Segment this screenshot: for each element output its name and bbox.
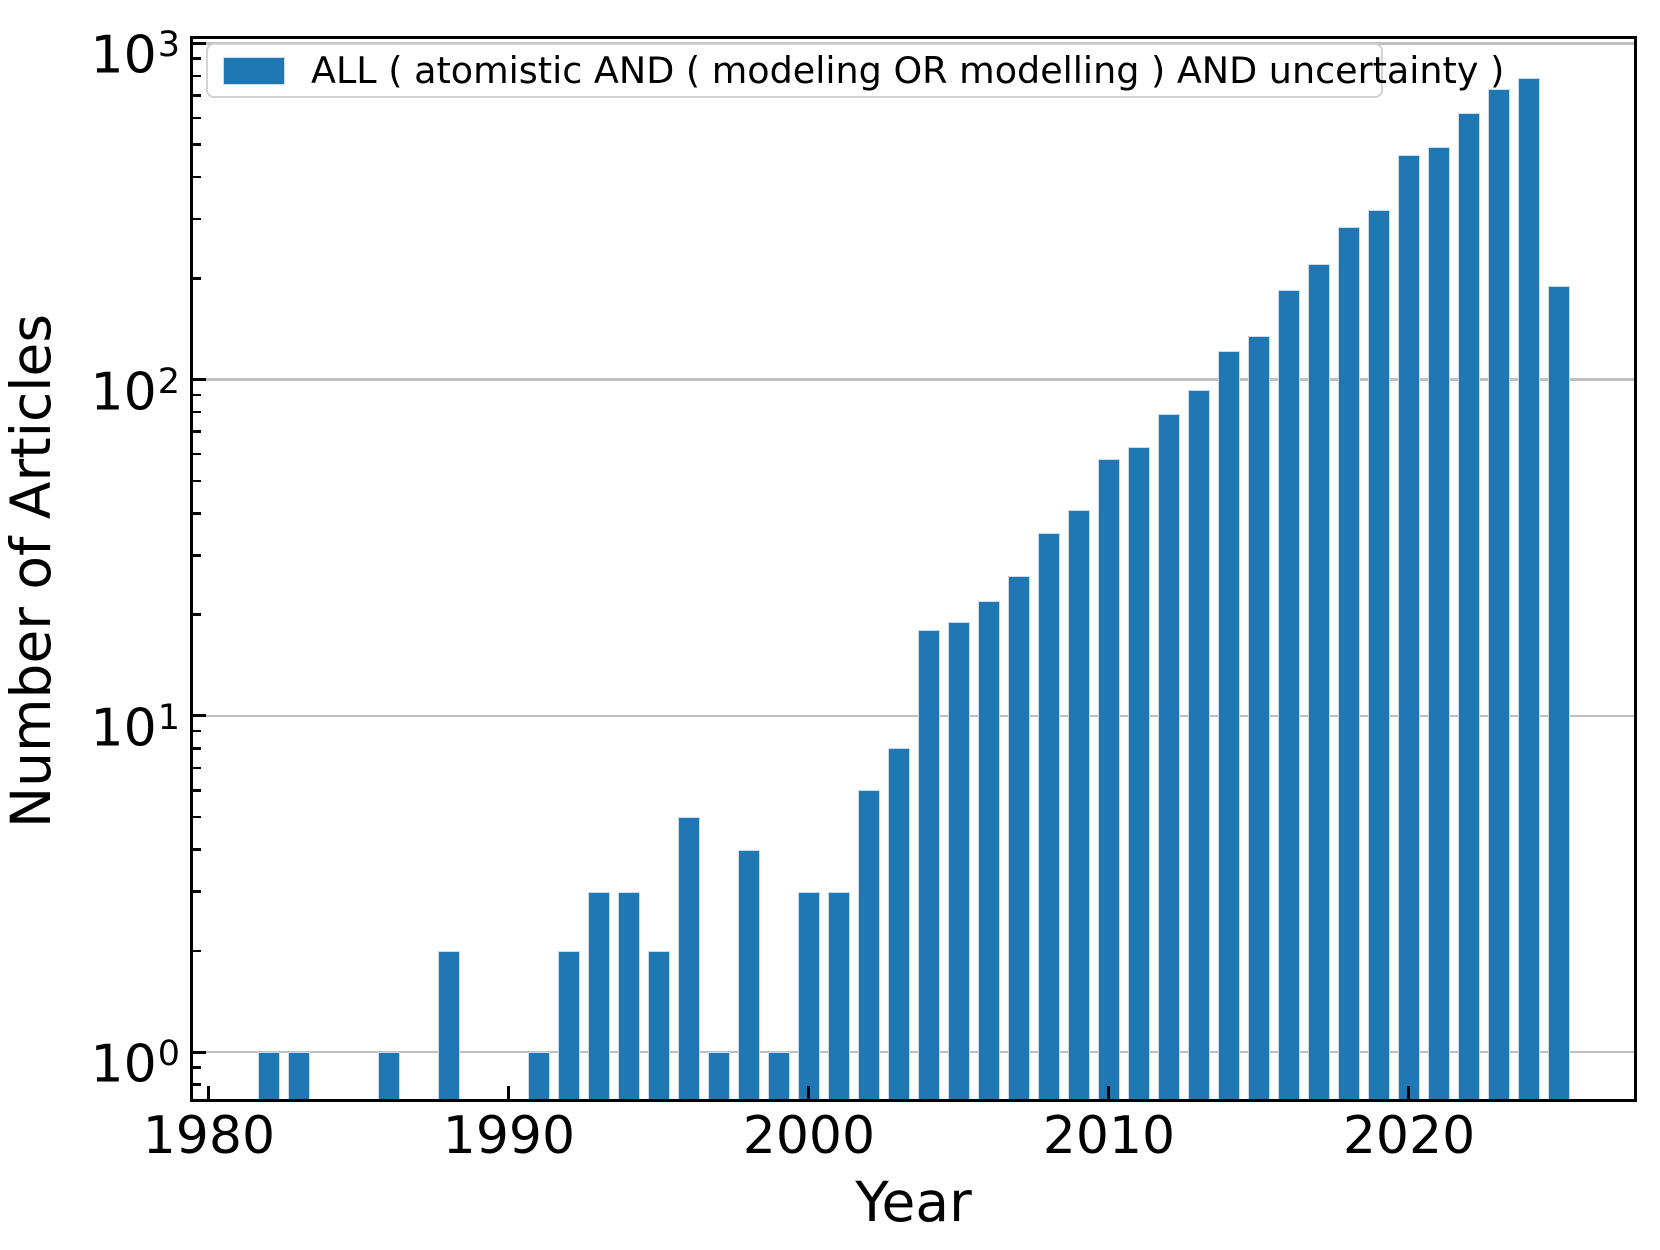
x-tick-label: 1980	[142, 1106, 276, 1166]
y-minor-tick	[193, 175, 201, 179]
bar-2013	[1187, 390, 1211, 1099]
y-minor-tick	[193, 74, 201, 78]
y-tick-exponent: 1	[157, 697, 180, 738]
bar-1996	[677, 817, 701, 1099]
y-minor-tick	[193, 512, 201, 515]
plot-area	[190, 36, 1637, 1102]
bar-2025	[1547, 285, 1571, 1099]
bar-1998	[737, 849, 761, 1099]
bar-1982	[257, 1052, 281, 1099]
bar-2021	[1427, 147, 1451, 1099]
bar-2007	[1007, 576, 1031, 1099]
bar-2006	[977, 600, 1001, 1099]
bar-2018	[1337, 226, 1361, 1099]
y-minor-tick	[193, 766, 201, 770]
y-minor-tick	[193, 217, 201, 221]
bar-2004	[917, 629, 941, 1099]
bar-1997	[707, 1052, 731, 1099]
bar-2000	[797, 891, 821, 1099]
bar-1992	[557, 950, 581, 1099]
y-minor-tick	[193, 57, 201, 60]
bar-1993	[587, 891, 611, 1099]
bar-2001	[827, 891, 851, 1099]
y-minor-tick	[193, 410, 201, 414]
legend-box: ALL ( atomistic AND ( modeling OR modell…	[206, 43, 1504, 98]
bar-2019	[1367, 209, 1391, 1099]
bar-2017	[1307, 264, 1331, 1099]
gridline-10e2	[193, 378, 1634, 381]
y-minor-tick	[193, 430, 201, 433]
bar-1983	[287, 1052, 311, 1099]
y-tick-exponent: 3	[157, 25, 180, 66]
legend-swatch	[223, 56, 285, 85]
y-minor-tick	[193, 143, 201, 146]
x-axis-label: Year	[855, 1170, 972, 1234]
y-minor-tick	[193, 949, 201, 953]
y-major-tick	[193, 714, 206, 718]
y-axis-label: Number of Articles	[0, 314, 63, 829]
bar-2011	[1127, 447, 1151, 1099]
bar-2005	[947, 622, 971, 1099]
y-major-tick	[193, 41, 206, 45]
bar-2003	[887, 748, 911, 1099]
bar-2016	[1277, 289, 1301, 1099]
x-tick-label: 2020	[1342, 1106, 1476, 1166]
bar-1986	[377, 1052, 401, 1099]
bar-2010	[1097, 459, 1121, 1099]
y-minor-tick	[193, 554, 201, 557]
gridline-10e1	[193, 714, 1634, 718]
gridline-10e0	[193, 1050, 1634, 1054]
x-tick-label: 1990	[442, 1106, 576, 1166]
y-minor-tick	[193, 277, 201, 280]
legend-label: ALL ( atomistic AND ( modeling OR modell…	[311, 49, 1505, 92]
y-minor-tick	[193, 815, 201, 819]
bar-2009	[1067, 509, 1091, 1099]
y-tick-label: 103	[90, 25, 180, 86]
y-minor-tick	[193, 729, 201, 733]
y-minor-tick	[193, 94, 201, 97]
x-major-tick	[807, 1086, 811, 1099]
y-minor-tick	[193, 1083, 201, 1086]
x-major-tick	[507, 1086, 511, 1099]
x-major-tick	[207, 1086, 211, 1099]
bar-2012	[1157, 413, 1181, 1099]
y-minor-tick	[193, 890, 201, 893]
y-minor-tick	[193, 848, 201, 851]
y-minor-tick	[193, 789, 201, 792]
bar-2022	[1457, 113, 1481, 1099]
y-minor-tick	[193, 393, 201, 397]
bar-2024	[1517, 77, 1541, 1099]
bar-2002	[857, 790, 881, 1099]
y-major-tick	[193, 378, 206, 382]
bar-2020	[1397, 155, 1421, 1099]
y-tick-label: 100	[90, 1034, 180, 1095]
y-tick-exponent: 2	[157, 361, 180, 402]
x-major-tick	[1107, 1086, 1111, 1099]
bar-2014	[1217, 350, 1241, 1099]
y-minor-tick	[193, 613, 201, 616]
bar-2023	[1487, 89, 1511, 1099]
bar-1994	[617, 891, 641, 1099]
x-major-tick	[1407, 1086, 1411, 1099]
bar-1999	[767, 1052, 791, 1099]
bar-2008	[1037, 532, 1061, 1099]
y-tick-label: 101	[90, 697, 180, 759]
y-minor-tick	[193, 747, 201, 750]
bar-2015	[1247, 335, 1271, 1099]
x-tick-label: 2000	[742, 1106, 876, 1166]
y-minor-tick	[193, 116, 201, 120]
x-tick-label: 2010	[1042, 1106, 1176, 1166]
bar-1991	[527, 1052, 551, 1099]
y-minor-tick	[193, 452, 201, 456]
y-tick-label: 102	[90, 361, 180, 422]
y-tick-exponent: 0	[157, 1034, 180, 1075]
y-minor-tick	[193, 479, 201, 483]
y-major-tick	[193, 1050, 206, 1054]
bar-1988	[437, 950, 461, 1099]
bar-1995	[647, 950, 671, 1099]
y-minor-tick	[193, 1066, 201, 1069]
